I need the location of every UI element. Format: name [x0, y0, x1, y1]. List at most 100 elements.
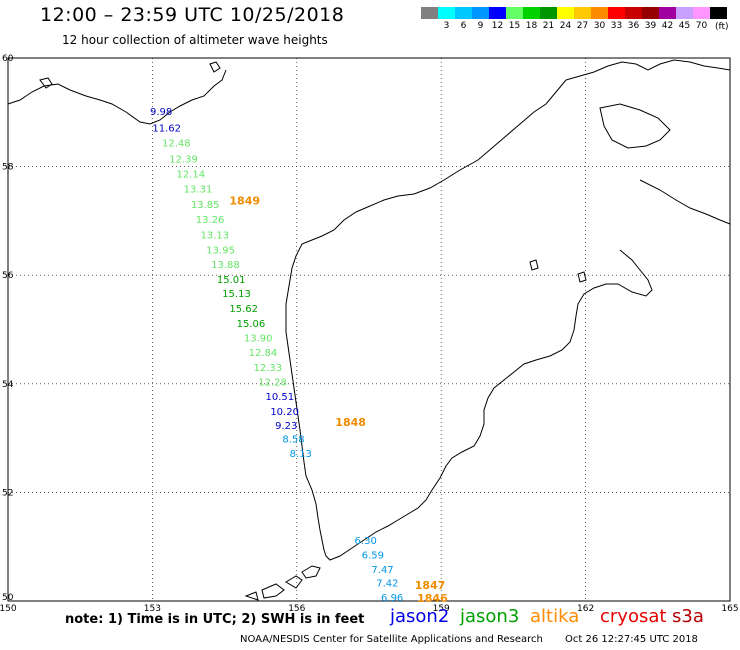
- legend-item: 42: [659, 7, 676, 31]
- map-subtitle: 12 hour collection of altimeter wave hei…: [62, 33, 328, 47]
- coastline-segment: [261, 583, 285, 599]
- legend-unit: (ft): [715, 22, 729, 32]
- legend-item: 6: [455, 7, 472, 31]
- wave-height-value: 13.90: [244, 333, 273, 344]
- satellite-label-jason2: jason2: [390, 606, 450, 627]
- footer-timestamp: Oct 26 12:27:45 UTC 2018: [565, 634, 698, 645]
- legend-swatch: [421, 7, 438, 19]
- wave-height-value: 6.59: [362, 551, 384, 562]
- coastline-segment: [285, 575, 303, 589]
- legend-label: 15: [508, 21, 521, 31]
- pass-time-label: 1847: [415, 579, 446, 592]
- coastline-segment: [7, 69, 227, 125]
- legend-label: 27: [576, 21, 589, 31]
- legend-swatch: [693, 7, 710, 19]
- wave-height-value: 7.42: [376, 578, 398, 589]
- graticule: [8, 58, 730, 601]
- lat-tick-label: 50: [2, 593, 14, 603]
- legend-label: 18: [525, 21, 538, 31]
- map-frame: [7, 57, 731, 602]
- wave-height-value: 15.06: [237, 319, 266, 330]
- satellite-label-cryosat: cryosat: [600, 606, 667, 627]
- legend-swatch: [710, 7, 727, 19]
- legend-item: 12: [489, 7, 506, 31]
- legend-label: 9: [477, 21, 484, 31]
- legend-item: 21: [540, 7, 557, 31]
- legend-item: 24: [557, 7, 574, 31]
- coastline-segment: [325, 249, 653, 561]
- legend-swatch: [506, 7, 523, 19]
- lat-tick-label: 58: [2, 163, 14, 173]
- legend-swatch: [591, 7, 608, 19]
- legend-item: 33: [608, 7, 625, 31]
- coastline-segment: [577, 271, 587, 283]
- legend-swatch: [540, 7, 557, 19]
- lat-tick-label: 60: [2, 54, 14, 64]
- lon-tick-label: 153: [144, 604, 161, 614]
- coastline-segment: [39, 77, 53, 89]
- lat-tick-label: 52: [2, 488, 13, 498]
- note-text: note: 1) Time is in UTC; 2) SWH is in fe…: [65, 612, 365, 627]
- wave-height-value: 6.96: [381, 593, 403, 604]
- legend-swatch: [489, 7, 506, 19]
- wave-height-value: 13.85: [191, 200, 220, 211]
- legend-label: 42: [661, 21, 674, 31]
- legend-swatch: [438, 7, 455, 19]
- legend-swatch: [472, 7, 489, 19]
- satellite-label-altika: altika: [530, 606, 580, 627]
- legend-item: 39: [642, 7, 659, 31]
- legend-label: 70: [695, 21, 708, 31]
- coastline-segment: [565, 59, 731, 81]
- legend-swatch: [642, 7, 659, 19]
- wave-height-value: 13.88: [211, 260, 240, 271]
- map-title: 12:00 – 23:59 UTC 10/25/2018: [40, 4, 345, 26]
- satellite-label-jason3: jason3: [460, 606, 520, 627]
- wave-height-value: 9.23: [275, 421, 297, 432]
- legend-label: 39: [644, 21, 657, 31]
- wave-height-value: 6.30: [355, 536, 377, 547]
- wave-height-value: 15.62: [229, 304, 258, 315]
- legend-label: 45: [678, 21, 691, 31]
- pass-time-label: 1849: [229, 195, 260, 208]
- legend-label: 33: [610, 21, 623, 31]
- wave-height-value: 15.01: [217, 275, 246, 286]
- coastline-segment: [529, 259, 539, 271]
- legend-label: 21: [542, 21, 555, 31]
- coastline-segment: [639, 179, 731, 225]
- wave-height-value: 12.33: [253, 363, 282, 374]
- coastline-segment: [599, 103, 671, 149]
- wave-height-value: 13.13: [201, 230, 230, 241]
- wave-height-value: 7.47: [371, 565, 393, 576]
- wave-height-value: 15.13: [222, 289, 251, 300]
- lon-tick-label: 150: [0, 604, 17, 614]
- wave-height-value: 10.51: [266, 392, 295, 403]
- lon-tick-label: 159: [433, 604, 450, 614]
- legend-swatch: [455, 7, 472, 19]
- footer-credit: NOAA/NESDIS Center for Satellite Applica…: [240, 634, 543, 645]
- legend-item: 70: [693, 7, 710, 31]
- legend-label: 30: [593, 21, 606, 31]
- wave-height-value: 13.95: [206, 245, 235, 256]
- satellite-label-s3a: s3a: [672, 606, 704, 627]
- legend-item: 9: [472, 7, 489, 31]
- legend-swatch: [523, 7, 540, 19]
- lat-tick-label: 54: [2, 380, 14, 390]
- coastline-segment: [244, 591, 259, 601]
- lon-tick-label: 162: [577, 604, 594, 614]
- legend-item: [421, 7, 438, 31]
- wave-height-value: 12.48: [162, 139, 191, 150]
- legend-swatch: [574, 7, 591, 19]
- coastline-segment: [301, 565, 321, 579]
- legend-item: [710, 7, 727, 31]
- legend-item: 27: [574, 7, 591, 31]
- legend-item: 30: [591, 7, 608, 31]
- pass-time-label: 1846: [417, 592, 448, 605]
- axis-ticks: 150 153 156 159 162 165 60 58 56 54 52 50: [0, 54, 739, 614]
- legend-label: 3: [443, 21, 450, 31]
- wave-height-value: 12.84: [249, 348, 278, 359]
- wave-height-value: 9.98: [150, 107, 172, 118]
- legend-item: 18: [523, 7, 540, 31]
- wave-height-value: 13.31: [184, 185, 213, 196]
- legend-swatch: [608, 7, 625, 19]
- legend-swatch: [557, 7, 574, 19]
